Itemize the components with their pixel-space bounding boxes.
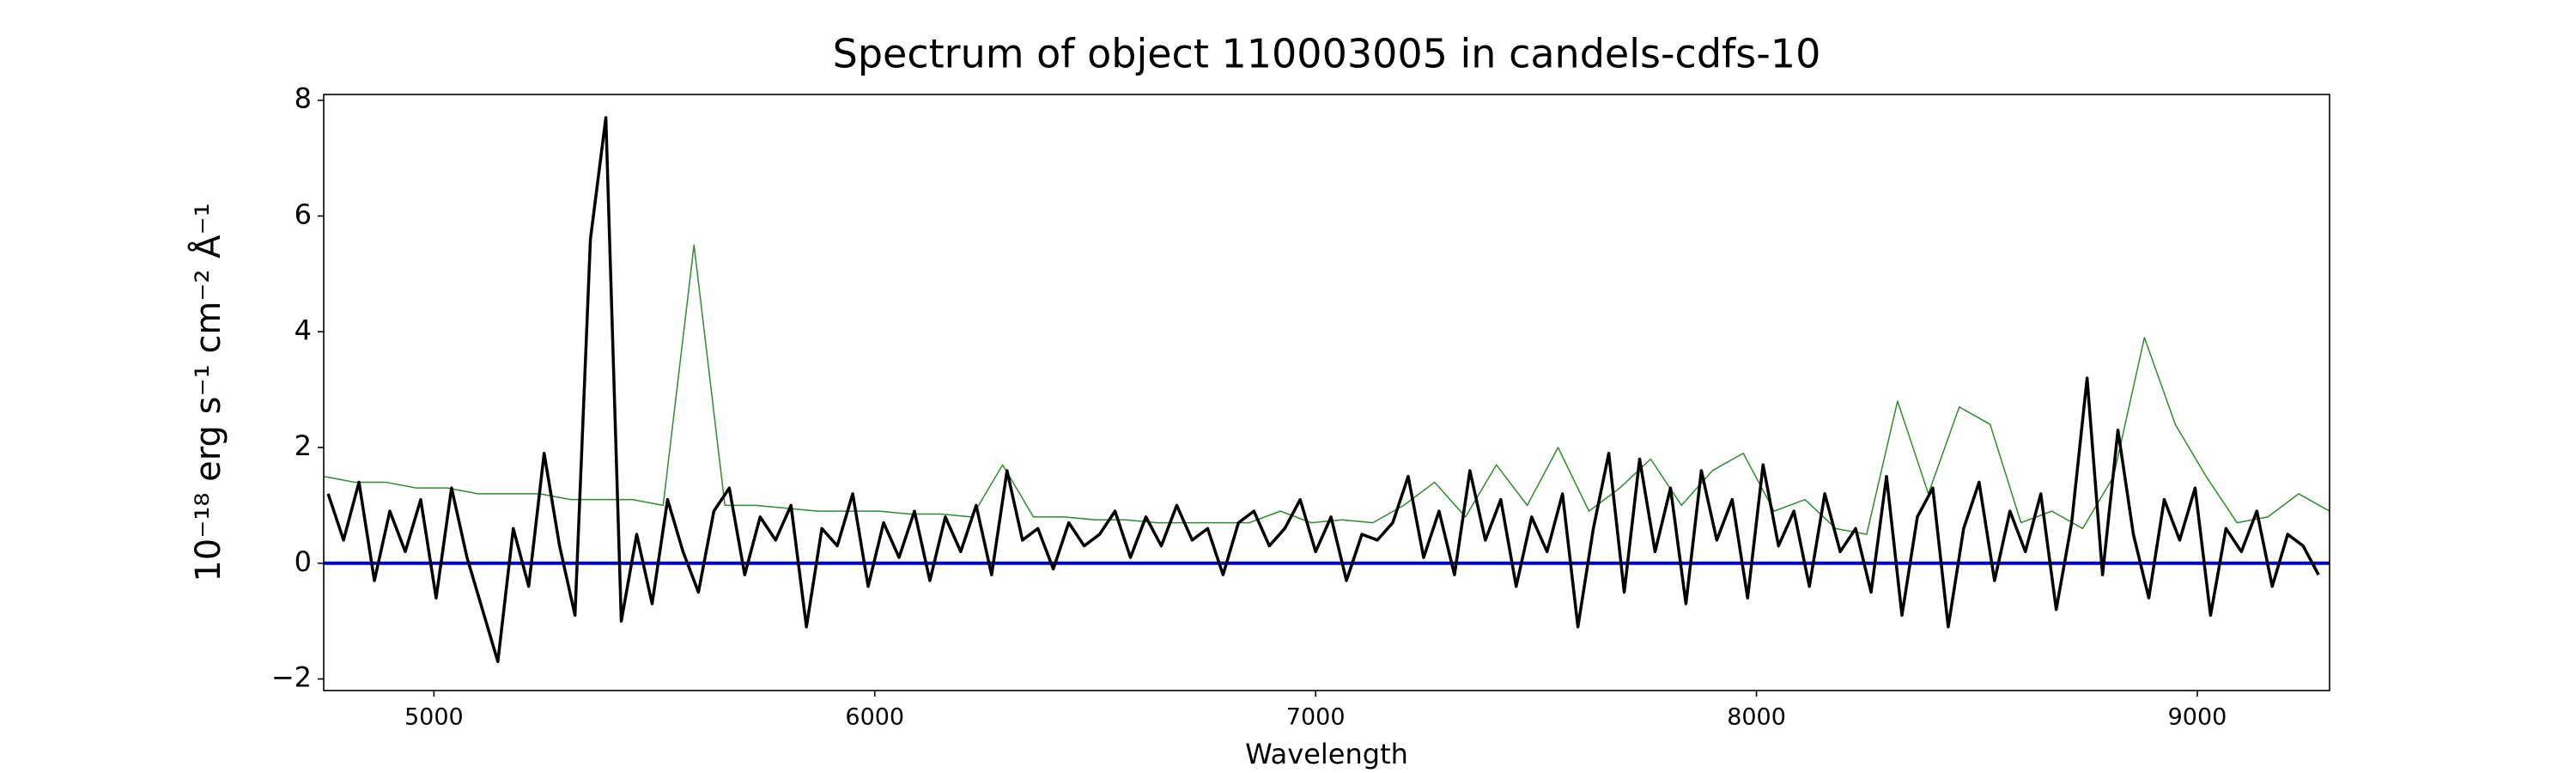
chart-title: Spectrum of object 110003005 in candels-… — [833, 31, 1821, 77]
x-tick-label: 8000 — [1727, 704, 1786, 731]
plot-frame — [323, 94, 2330, 691]
x-axis-label: Wavelength — [1245, 738, 1408, 770]
y-tick-label: 8 — [295, 82, 312, 115]
y-tick-label: 2 — [295, 429, 312, 462]
y-tick-label: −2 — [271, 661, 312, 694]
spectrum-line — [324, 244, 2330, 535]
x-tick-label: 9000 — [2168, 704, 2227, 731]
x-tick-label: 6000 — [845, 704, 904, 731]
x-tick-label: 5000 — [404, 704, 464, 731]
spectrum-line — [326, 116, 2320, 664]
y-axis-label: 10⁻¹⁸ erg s⁻¹ cm⁻² Å⁻¹ — [187, 203, 228, 581]
y-tick-label: 0 — [295, 545, 312, 578]
y-tick-label: 4 — [295, 313, 312, 346]
y-tick-label: 6 — [295, 198, 312, 230]
x-tick-label: 7000 — [1286, 704, 1346, 731]
